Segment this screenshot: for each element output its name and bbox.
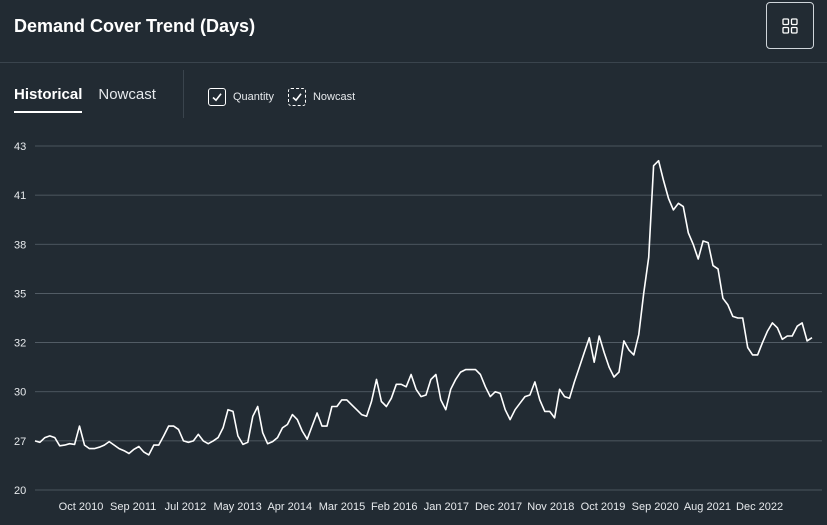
legend: Quantity Nowcast	[208, 88, 361, 106]
view-tabs: Historical Nowcast	[14, 86, 156, 113]
y-tick-label: 38	[14, 239, 26, 251]
x-tick-label: Dec 2022	[736, 501, 783, 513]
legend-nowcast-label: Nowcast	[312, 91, 356, 103]
layout-toggle-button[interactable]	[766, 2, 814, 49]
page-title: Demand Cover Trend (Days)	[14, 16, 256, 36]
y-tick-label: 27	[14, 436, 26, 448]
y-tick-label: 30	[14, 387, 26, 399]
x-tick-label: Oct 2010	[59, 501, 104, 513]
legend-quantity-label: Quantity	[233, 91, 274, 103]
x-tick-label: Mar 2015	[319, 501, 365, 513]
header: Demand Cover Trend (Days)	[0, 0, 827, 63]
x-tick-label: Dec 2017	[475, 501, 522, 513]
y-axis: 43 41 38 35 32 30 27 20	[14, 141, 26, 497]
y-tick-label: 41	[14, 190, 26, 202]
y-tick-label: 43	[14, 141, 26, 153]
series-line-quantity	[34, 159, 813, 456]
x-tick-label: Apr 2014	[267, 501, 312, 513]
grid-icon	[782, 17, 798, 34]
x-tick-label: Jan 2017	[424, 501, 469, 513]
y-tick-label: 32	[14, 338, 26, 350]
tab-historical[interactable]: Historical	[14, 86, 83, 113]
x-tick-label: Aug 2021	[684, 501, 731, 513]
chart-grid	[35, 145, 822, 491]
x-tick-label: May 2013	[213, 501, 261, 513]
legend-quantity[interactable]: Quantity	[208, 88, 274, 106]
x-tick-label: Oct 2019	[581, 501, 626, 513]
checkbox-checked-icon	[208, 88, 226, 106]
demand-cover-line-chart: 43 41 38 35 32 30 27 20 Oct 2010 Sep 2011 Jul 201…	[14, 141, 822, 513]
x-axis: Oct 2010 Sep 2011 Jul 2012 May 2013 Apr 2014…	[59, 501, 783, 513]
x-tick-label: Jul 2012	[165, 501, 207, 513]
x-tick-label: Sep 2011	[110, 501, 156, 513]
y-tick-label: 20	[14, 485, 26, 497]
x-tick-label: Feb 2016	[371, 501, 417, 513]
divider	[183, 70, 184, 118]
tab-nowcast[interactable]: Nowcast	[98, 86, 156, 103]
legend-nowcast[interactable]: Nowcast	[287, 88, 356, 106]
x-tick-label: Sep 2020	[632, 501, 679, 513]
y-tick-label: 35	[14, 288, 26, 300]
x-tick-label: Nov 2018	[527, 501, 574, 513]
checkbox-dashed-icon	[287, 88, 306, 106]
